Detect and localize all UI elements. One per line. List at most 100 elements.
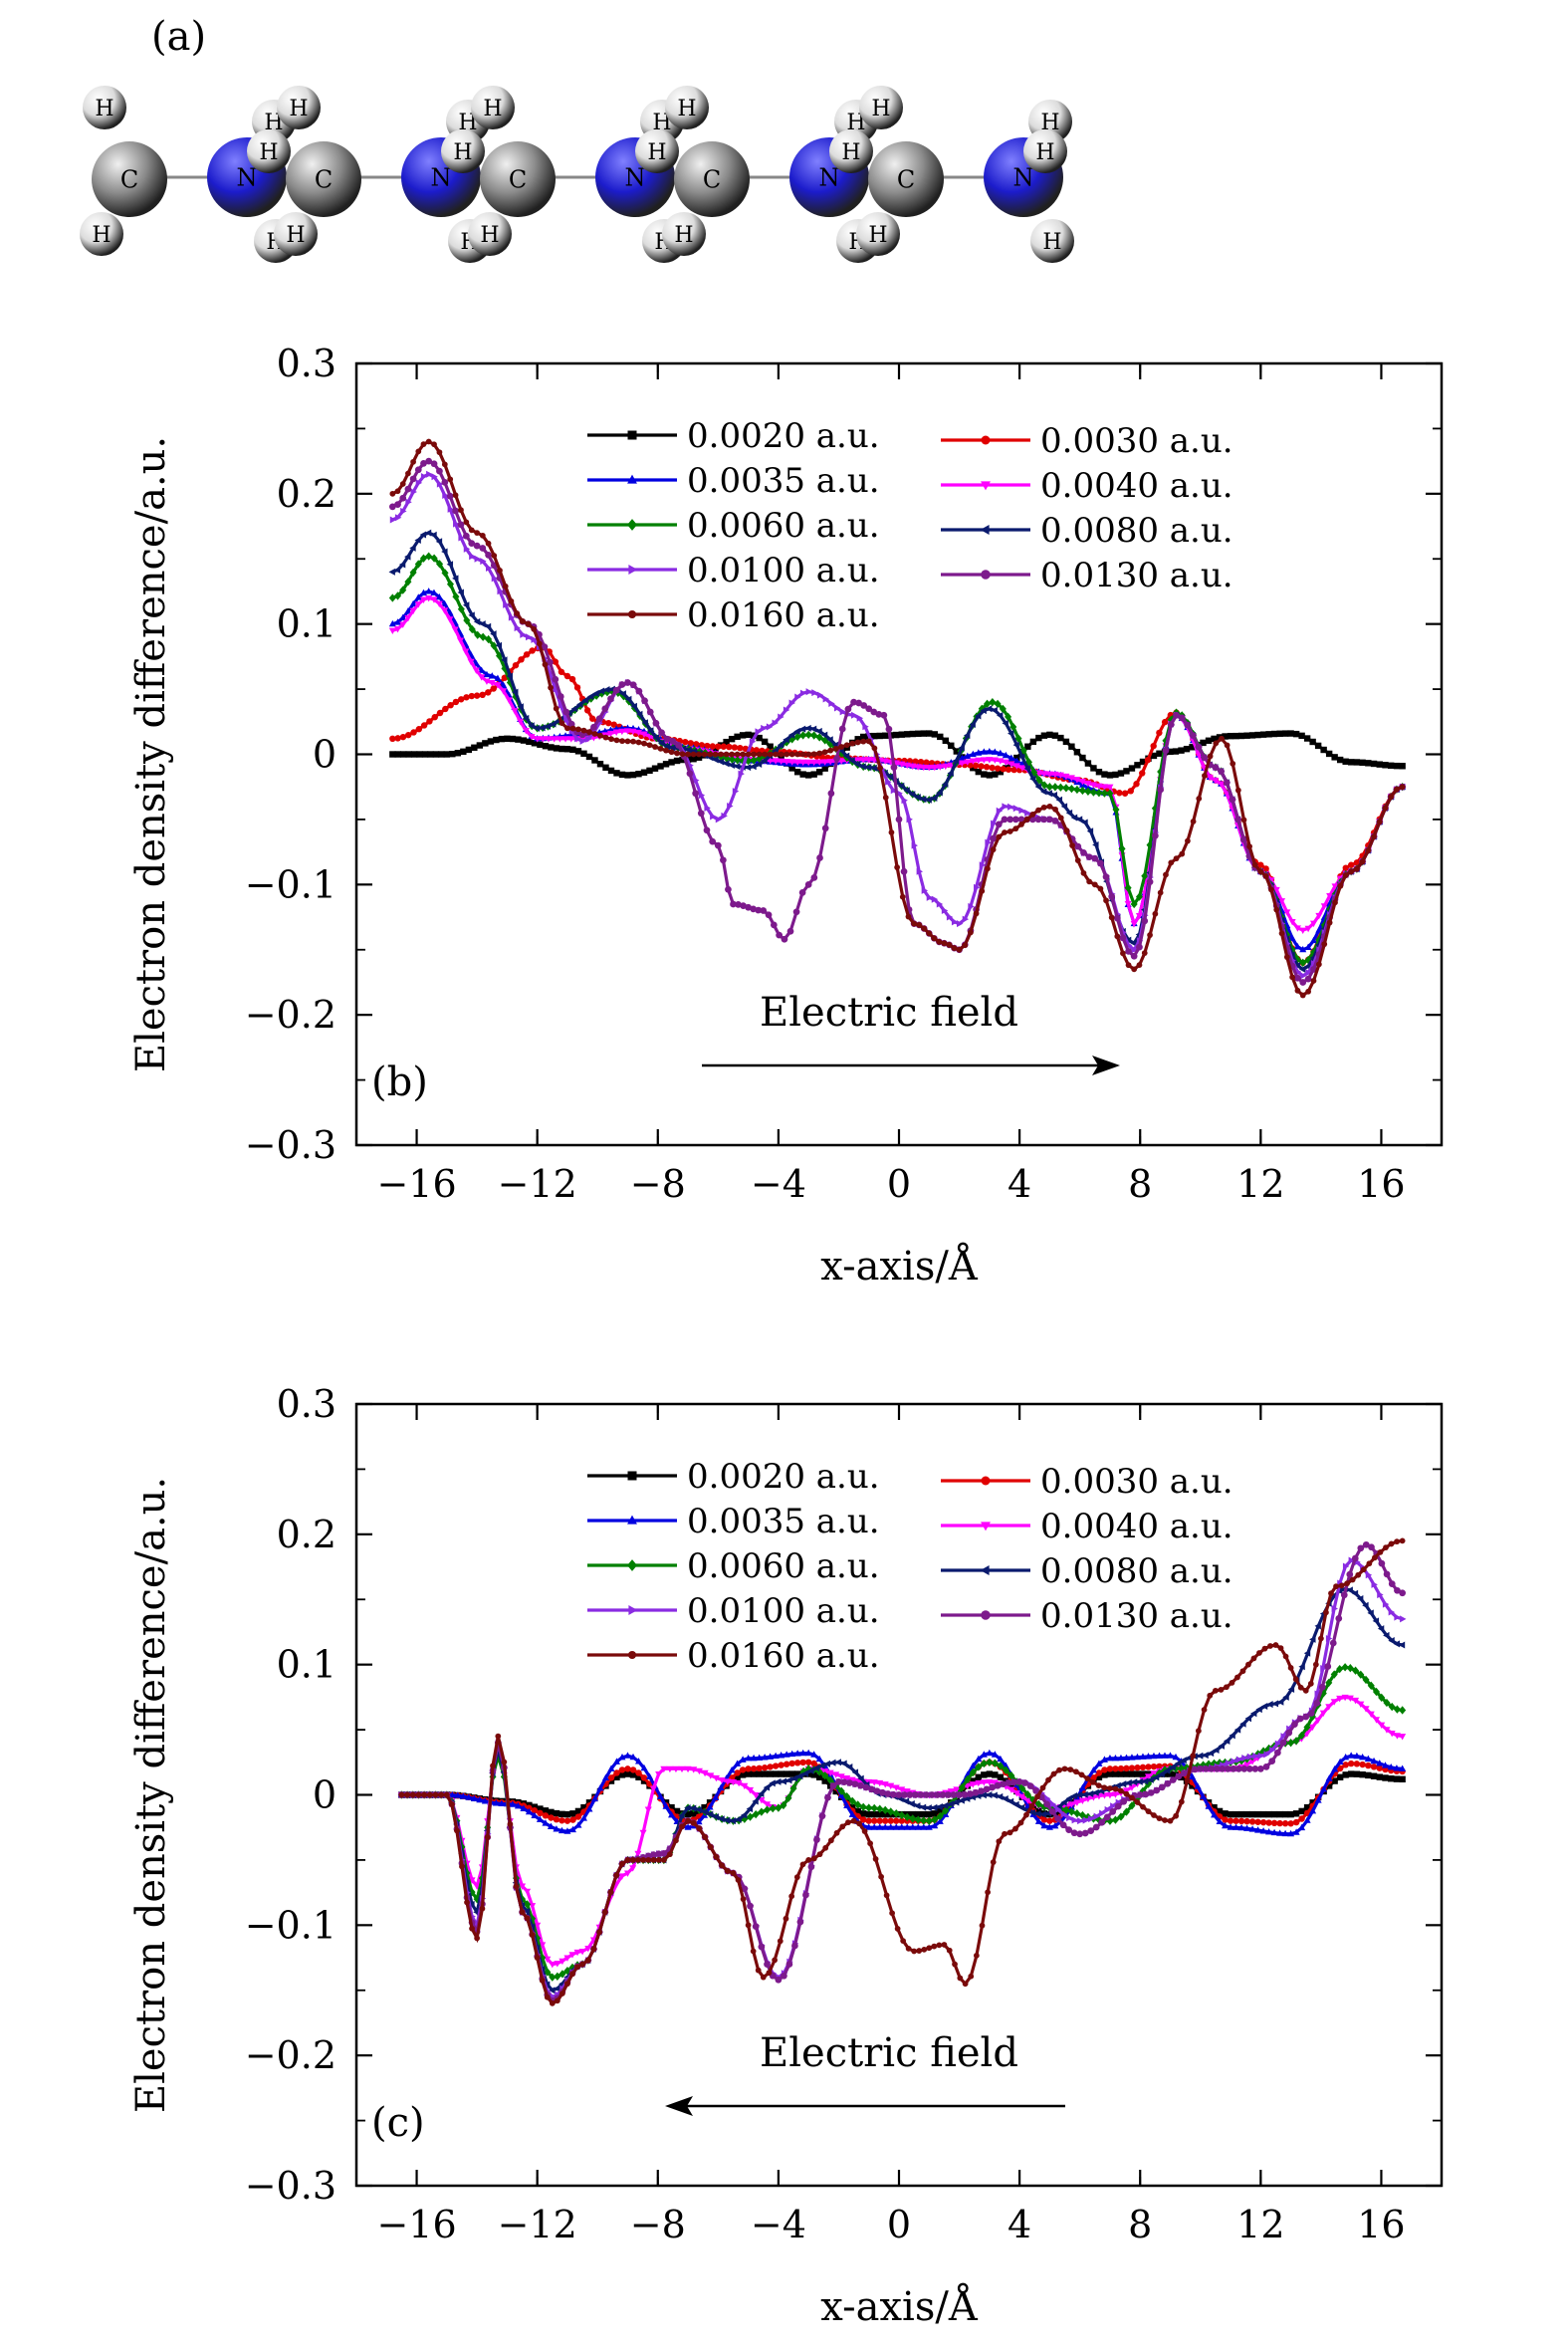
- hydrogen-atom-label: H: [1035, 140, 1054, 165]
- data-point: [1246, 843, 1252, 850]
- x-tick-label: −16: [376, 1162, 456, 1206]
- data-point: [1110, 1802, 1117, 1810]
- data-point: [775, 1803, 783, 1812]
- data-point: [876, 1810, 883, 1818]
- data-point: [479, 620, 486, 628]
- data-point: [1309, 1806, 1317, 1814]
- data-point: [997, 769, 1005, 776]
- data-point: [860, 733, 867, 741]
- data-point: [1144, 1753, 1152, 1760]
- data-point: [1207, 1750, 1215, 1758]
- data-point: [701, 1803, 708, 1811]
- data-point: [517, 703, 524, 711]
- data-point: [968, 1973, 975, 1980]
- data-point: [772, 719, 779, 727]
- data-point: [780, 1800, 787, 1810]
- data-point: [702, 1833, 708, 1840]
- data-point: [1303, 1803, 1311, 1811]
- data-point: [936, 1811, 944, 1821]
- data-point: [931, 1943, 938, 1950]
- data-point: [739, 732, 747, 739]
- data-point: [1012, 757, 1020, 764]
- data-point: [1044, 1794, 1051, 1802]
- data-point: [967, 1790, 974, 1797]
- data-point: [1168, 859, 1175, 866]
- data-point: [1184, 721, 1192, 729]
- data-point: [1152, 831, 1159, 839]
- data-point: [1052, 806, 1058, 813]
- series-line: [401, 1542, 1404, 2003]
- data-point: [693, 777, 700, 785]
- data-point: [508, 613, 516, 621]
- data-point: [914, 764, 922, 771]
- data-point: [843, 1775, 851, 1782]
- data-point: [1084, 780, 1092, 788]
- data-point: [912, 758, 919, 765]
- data-point: [1359, 1770, 1366, 1778]
- data-point: [837, 1773, 845, 1780]
- data-point: [712, 1813, 720, 1821]
- data-point: [923, 759, 930, 766]
- data-point: [1232, 1823, 1240, 1830]
- data-point: [1032, 1787, 1039, 1794]
- data-point: [1125, 962, 1132, 969]
- data-point: [1357, 1670, 1365, 1679]
- data-point: [848, 757, 855, 765]
- data-point: [1250, 1655, 1257, 1662]
- data-point: [1394, 1538, 1400, 1545]
- series-00080: [388, 529, 1406, 973]
- data-point: [559, 720, 565, 727]
- data-point: [821, 765, 828, 772]
- data-point: [479, 632, 487, 641]
- data-point: [1234, 787, 1241, 794]
- x-tick-label: 4: [1008, 1162, 1031, 1206]
- plot-area: [388, 438, 1407, 999]
- data-point: [389, 490, 396, 497]
- data-point: [1136, 962, 1143, 969]
- data-point: [525, 1807, 533, 1815]
- data-point: [1229, 1680, 1235, 1686]
- data-point: [928, 1791, 936, 1798]
- data-point: [1400, 1615, 1407, 1623]
- data-point: [1008, 761, 1015, 768]
- data-point: [602, 764, 609, 771]
- data-point: [542, 743, 550, 750]
- data-point: [712, 756, 719, 764]
- data-point: [1023, 1797, 1031, 1804]
- data-point: [425, 594, 433, 602]
- data-point: [1185, 837, 1191, 844]
- data-point: [1377, 1591, 1384, 1599]
- data-point: [975, 1755, 983, 1763]
- data-point: [788, 751, 795, 758]
- data-point: [775, 1777, 782, 1785]
- y-axis-label: Electron density difference/a.u.: [128, 436, 174, 1072]
- data-point: [1292, 1676, 1299, 1683]
- data-point: [409, 475, 417, 483]
- data-point: [1200, 1792, 1208, 1799]
- data-point: [1370, 1764, 1378, 1770]
- data-point: [1178, 714, 1186, 722]
- data-point: [435, 600, 443, 608]
- data-point: [1190, 819, 1197, 824]
- data-point: [1256, 1764, 1264, 1772]
- data-point: [682, 738, 689, 746]
- data-point: [856, 1820, 862, 1827]
- data-point: [1341, 1663, 1349, 1672]
- data-point: [741, 1885, 749, 1893]
- data-point: [613, 770, 620, 777]
- data-point: [766, 723, 774, 731]
- data-point: [576, 700, 583, 708]
- data-point: [980, 757, 988, 764]
- data-point: [559, 1958, 566, 1966]
- data-point: [687, 740, 695, 747]
- data-point: [449, 750, 456, 758]
- data-point: [953, 748, 961, 755]
- data-point: [762, 751, 769, 758]
- data-point: [1243, 1817, 1250, 1825]
- data-point: [974, 712, 982, 720]
- data-point: [1056, 772, 1064, 780]
- data-point: [1002, 719, 1008, 727]
- x-tick-label: −16: [376, 2203, 456, 2246]
- data-point: [1294, 974, 1301, 982]
- data-point: [430, 531, 437, 539]
